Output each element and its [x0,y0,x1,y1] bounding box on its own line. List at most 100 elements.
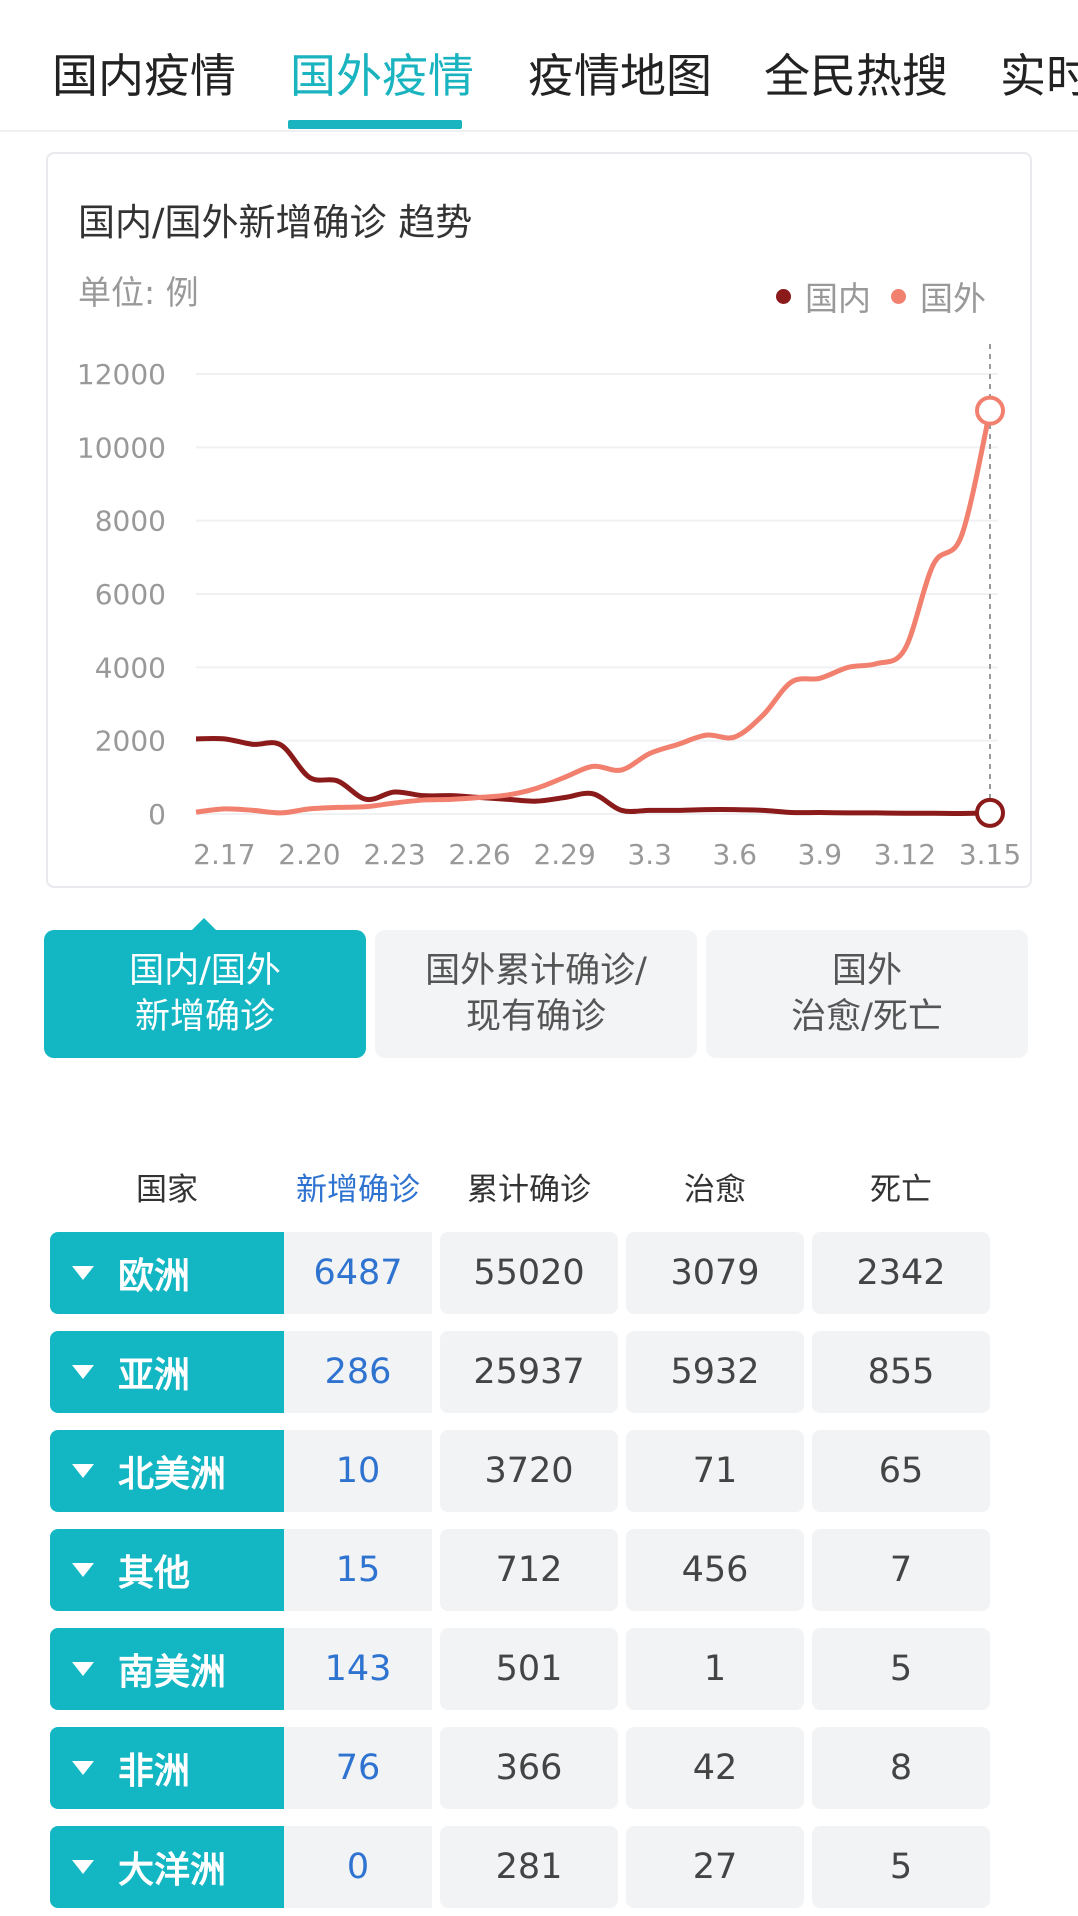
cell-total-confirmed: 501 [440,1628,618,1710]
subtab-new-confirmed[interactable]: 国内/国外 新增确诊 [44,930,366,1058]
x-tick-label: 2.23 [363,838,425,871]
cell-total-confirmed: 712 [440,1529,618,1611]
chart-unit-label: 单位: 例 [78,273,199,312]
last-point-marker-overseas [975,395,1005,426]
header-country: 国家 [136,1172,198,1208]
caret-down-icon [72,1761,94,1775]
x-tick-label: 3.3 [627,838,672,871]
cell-total-confirmed: 281 [440,1826,618,1908]
table-row[interactable]: 大洋洲 0 281 27 5 [50,1826,1026,1910]
region-expand-button[interactable]: 其他 [50,1529,284,1611]
chart-switcher: 国内/国外 新增确诊 国外累计确诊/ 现有确诊 国外 治愈/死亡 [44,930,1028,1062]
legend-label-domestic: 国内 [805,279,871,318]
header-cured[interactable]: 治愈 [684,1172,746,1208]
y-tick-label: 8000 [95,505,166,538]
tab-hot-search[interactable]: 全民热搜 [764,49,948,103]
caret-down-icon [72,1365,94,1379]
table-header: 国家 新增确诊 累计确诊 治愈 死亡 [50,1150,1026,1220]
table-row[interactable]: 北美洲 10 3720 71 65 [50,1430,1026,1514]
region-expand-button[interactable]: 北美洲 [50,1430,284,1512]
tab-overseas[interactable]: 国外疫情 [290,49,474,103]
y-tick-label: 10000 [77,431,166,464]
region-expand-button[interactable]: 南美洲 [50,1628,284,1710]
cell-new-confirmed: 10 [284,1430,432,1512]
cell-cured: 71 [626,1430,804,1512]
x-tick-label: 3.12 [874,838,936,871]
cell-cured: 27 [626,1826,804,1908]
cell-new-confirmed: 15 [284,1529,432,1611]
legend-item-overseas[interactable]: 国外 [891,272,986,320]
caret-down-icon [72,1464,94,1478]
active-subtab-pointer [190,918,218,932]
tab-realtime[interactable]: 实时 [1000,49,1078,103]
chart-legend: 国内 国外 [776,272,986,320]
x-tick-label: 3.15 [959,838,1021,871]
cell-new-confirmed: 143 [284,1628,432,1710]
cell-dead: 7 [812,1529,990,1611]
x-tick-label: 3.6 [713,838,758,871]
header-total-confirmed[interactable]: 累计确诊 [467,1172,591,1208]
cell-cured: 456 [626,1529,804,1611]
cell-dead: 65 [812,1430,990,1512]
cell-dead: 2342 [812,1232,990,1314]
cell-cured: 1 [626,1628,804,1710]
cell-new-confirmed: 76 [284,1727,432,1809]
table-row[interactable]: 亚洲 286 25937 5932 855 [50,1331,1026,1415]
y-tick-label: 6000 [95,578,166,611]
region-expand-button[interactable]: 欧洲 [50,1232,284,1314]
y-tick-label: 0 [148,798,166,831]
legend-item-domestic[interactable]: 国内 [776,272,871,320]
y-tick-label: 2000 [95,725,166,758]
cell-dead: 5 [812,1628,990,1710]
region-name: 南美洲 [118,1652,227,1693]
legend-dot-domestic [776,288,791,304]
cell-cured: 5932 [626,1331,804,1413]
cell-dead: 5 [812,1826,990,1908]
header-new-confirmed[interactable]: 新增确诊 [296,1172,420,1208]
region-expand-button[interactable]: 非洲 [50,1727,284,1809]
y-tick-label: 12000 [77,358,166,391]
subtab-cured-dead[interactable]: 国外 治愈/死亡 [706,930,1028,1058]
trend-line-chart[interactable]: 0 2000 4000 6000 8000 10000 12000 2.17 2.20 2.23 2… [48,154,1030,886]
x-tick-label: 2.26 [448,838,510,871]
top-tab-bar: 国内疫情 国外疫情 疫情地图 全民热搜 实时 [0,0,1078,132]
cell-new-confirmed: 6487 [284,1232,432,1314]
legend-label-overseas: 国外 [920,279,986,318]
cell-new-confirmed: 286 [284,1331,432,1413]
chart-title: 国内/国外新增确诊 趋势 [78,201,473,244]
last-point-marker-domestic [975,797,1005,828]
x-tick-label: 3.9 [798,838,843,871]
cell-cured: 42 [626,1727,804,1809]
region-name: 非洲 [118,1751,191,1792]
subtab-cumulative-confirmed[interactable]: 国外累计确诊/ 现有确诊 [375,930,697,1058]
cell-total-confirmed: 25937 [440,1331,618,1413]
table-row[interactable]: 南美洲 143 501 1 5 [50,1628,1026,1712]
cell-total-confirmed: 3720 [440,1430,618,1512]
table-row[interactable]: 非洲 76 366 42 8 [50,1727,1026,1811]
series-line-domestic [195,735,991,816]
table-row[interactable]: 欧洲 6487 55020 3079 2342 [50,1232,1026,1316]
cell-total-confirmed: 55020 [440,1232,618,1314]
region-name: 其他 [118,1553,191,1594]
region-expand-button[interactable]: 亚洲 [50,1331,284,1413]
y-tick-label: 4000 [95,651,166,684]
region-name: 亚洲 [118,1355,191,1396]
trend-chart-card: 国内/国外新增确诊 趋势 单位: 例 国内 国外 0 2000 4000 6000 80… [46,152,1032,888]
table-row[interactable]: 其他 15 712 456 7 [50,1529,1026,1613]
cell-total-confirmed: 366 [440,1727,618,1809]
series-line-overseas [195,410,993,816]
caret-down-icon [72,1662,94,1676]
caret-down-icon [72,1266,94,1280]
legend-dot-overseas [891,288,906,304]
region-name: 北美洲 [118,1454,227,1495]
cell-new-confirmed: 0 [284,1826,432,1908]
tab-domestic[interactable]: 国内疫情 [52,49,236,103]
x-tick-label: 2.29 [533,838,595,871]
header-dead[interactable]: 死亡 [870,1172,932,1208]
region-name: 大洋洲 [118,1850,227,1891]
active-tab-indicator [288,120,462,129]
region-expand-button[interactable]: 大洋洲 [50,1826,284,1908]
tab-map[interactable]: 疫情地图 [528,49,712,103]
caret-down-icon [72,1860,94,1874]
x-tick-label: 2.20 [278,838,340,871]
